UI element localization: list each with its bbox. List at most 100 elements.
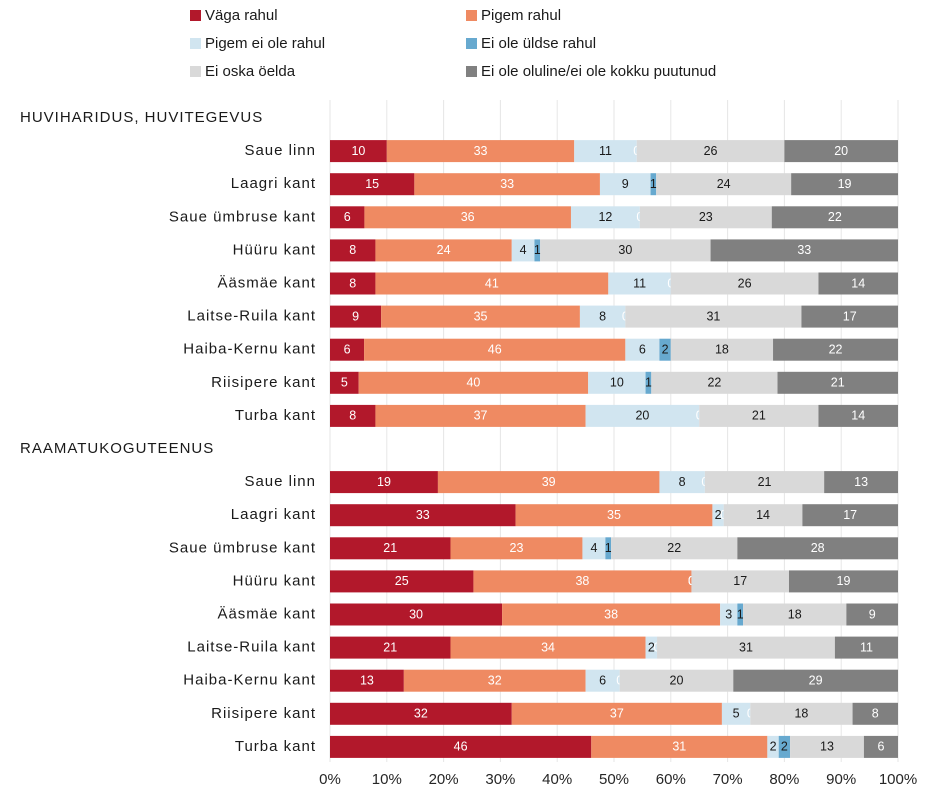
x-tick-label: 70% bbox=[713, 771, 743, 788]
legend-label: Ei ole üldse rahul bbox=[481, 35, 597, 52]
data-label: 1 bbox=[650, 177, 657, 191]
bar-segment bbox=[330, 206, 365, 229]
data-label: 17 bbox=[843, 309, 857, 323]
bar-segment bbox=[330, 371, 359, 394]
bar-segment bbox=[656, 173, 792, 196]
data-label: 18 bbox=[715, 342, 729, 356]
bar-segment bbox=[712, 504, 724, 527]
data-label: 32 bbox=[414, 707, 428, 721]
bar-segment bbox=[645, 371, 652, 394]
legend-swatch bbox=[466, 66, 477, 77]
data-label: 33 bbox=[474, 144, 488, 158]
bar-segment bbox=[659, 338, 671, 361]
bar-segment bbox=[585, 404, 700, 427]
legend-item: Pigem rahul bbox=[466, 7, 561, 24]
x-tick-label: 100% bbox=[879, 771, 917, 788]
bar-segment bbox=[330, 272, 376, 295]
data-label: 26 bbox=[704, 144, 718, 158]
category-label: Laagri kant bbox=[231, 506, 316, 523]
bar-segment bbox=[824, 471, 898, 494]
bar-segment bbox=[863, 735, 898, 758]
bar-segment bbox=[784, 140, 898, 163]
category-label: Laitse-Ruila kant bbox=[187, 639, 316, 656]
x-tick-label: 40% bbox=[542, 771, 572, 788]
category-label: Hüüru kant bbox=[233, 241, 316, 258]
category-label: Laitse-Ruila kant bbox=[187, 308, 316, 325]
category-label: Saue ümbruse kant bbox=[169, 208, 316, 225]
data-label: 19 bbox=[377, 475, 391, 489]
data-label: 20 bbox=[670, 673, 684, 687]
bar-segment bbox=[330, 239, 376, 262]
data-label: 1 bbox=[645, 376, 652, 390]
bar-segment bbox=[330, 702, 512, 725]
data-label: 10 bbox=[351, 144, 365, 158]
bar-segment bbox=[645, 636, 658, 659]
data-label: 1 bbox=[534, 243, 541, 257]
legend-swatch bbox=[466, 38, 477, 49]
category-label: Ääsmäe kant bbox=[217, 605, 316, 622]
data-label: 5 bbox=[341, 376, 348, 390]
bar-segment bbox=[670, 338, 774, 361]
category-label: Turba kant bbox=[235, 738, 316, 755]
bar-segment bbox=[818, 272, 898, 295]
legend-label: Pigem ei ole rahul bbox=[205, 35, 326, 52]
group-title: HUVIHARIDUS, HUVITEGEVUS bbox=[20, 109, 263, 126]
bar-segment bbox=[570, 206, 640, 229]
bar-segment bbox=[691, 570, 789, 593]
bar-segment bbox=[330, 669, 404, 692]
data-label: 13 bbox=[854, 475, 868, 489]
bar-segment bbox=[818, 404, 898, 427]
data-label: 6 bbox=[599, 673, 606, 687]
bar-segment bbox=[777, 371, 898, 394]
data-label: 33 bbox=[500, 177, 514, 191]
bar-segment bbox=[767, 735, 779, 758]
bar-segment bbox=[358, 371, 589, 394]
category-label: Turba kant bbox=[235, 407, 316, 424]
x-tick-label: 10% bbox=[372, 771, 402, 788]
bar-segment bbox=[599, 173, 651, 196]
group-title: RAAMATUKOGUTEENUS bbox=[20, 440, 214, 457]
data-label: 35 bbox=[607, 508, 621, 522]
legend-item: Ei ole üldse rahul bbox=[466, 35, 596, 52]
bar-segment bbox=[330, 735, 592, 758]
data-label: 30 bbox=[618, 243, 632, 257]
data-label: 14 bbox=[851, 276, 865, 290]
data-label: 17 bbox=[733, 574, 747, 588]
category-label: Laagri kant bbox=[231, 175, 316, 192]
data-label: 24 bbox=[717, 177, 731, 191]
bar-segment bbox=[619, 669, 734, 692]
bar-segment bbox=[330, 173, 415, 196]
bar-segment bbox=[846, 603, 898, 626]
data-label: 8 bbox=[599, 309, 606, 323]
bar-segment bbox=[330, 537, 451, 560]
bar-segment bbox=[330, 603, 503, 626]
bar-segment bbox=[636, 140, 785, 163]
data-label: 22 bbox=[829, 342, 843, 356]
data-label: 4 bbox=[520, 243, 527, 257]
data-label: 11 bbox=[599, 144, 612, 158]
data-label: 2 bbox=[715, 508, 722, 522]
bar-segment bbox=[330, 404, 376, 427]
data-label: 12 bbox=[598, 210, 612, 224]
data-label: 2 bbox=[662, 342, 669, 356]
x-tick-label: 0% bbox=[319, 771, 341, 788]
legend-item: Ei ole oluline/ei ole kokku puutunud bbox=[466, 63, 716, 80]
legend-item: Pigem ei ole rahul bbox=[190, 35, 325, 52]
bar-segment bbox=[625, 338, 660, 361]
bar-segment bbox=[511, 702, 722, 725]
legend-swatch bbox=[190, 10, 201, 21]
bar-segment bbox=[788, 570, 898, 593]
data-label: 31 bbox=[739, 640, 753, 654]
data-label: 14 bbox=[756, 508, 770, 522]
data-label: 34 bbox=[541, 640, 555, 654]
bar-segment bbox=[737, 603, 744, 626]
bar-segment bbox=[721, 702, 751, 725]
data-label: 28 bbox=[811, 541, 825, 555]
bar-segment bbox=[330, 305, 382, 328]
bar-segment bbox=[605, 537, 612, 560]
data-label: 29 bbox=[809, 673, 823, 687]
data-label: 33 bbox=[797, 243, 811, 257]
data-label: 46 bbox=[488, 342, 502, 356]
data-label: 26 bbox=[738, 276, 752, 290]
data-label: 38 bbox=[604, 607, 618, 621]
